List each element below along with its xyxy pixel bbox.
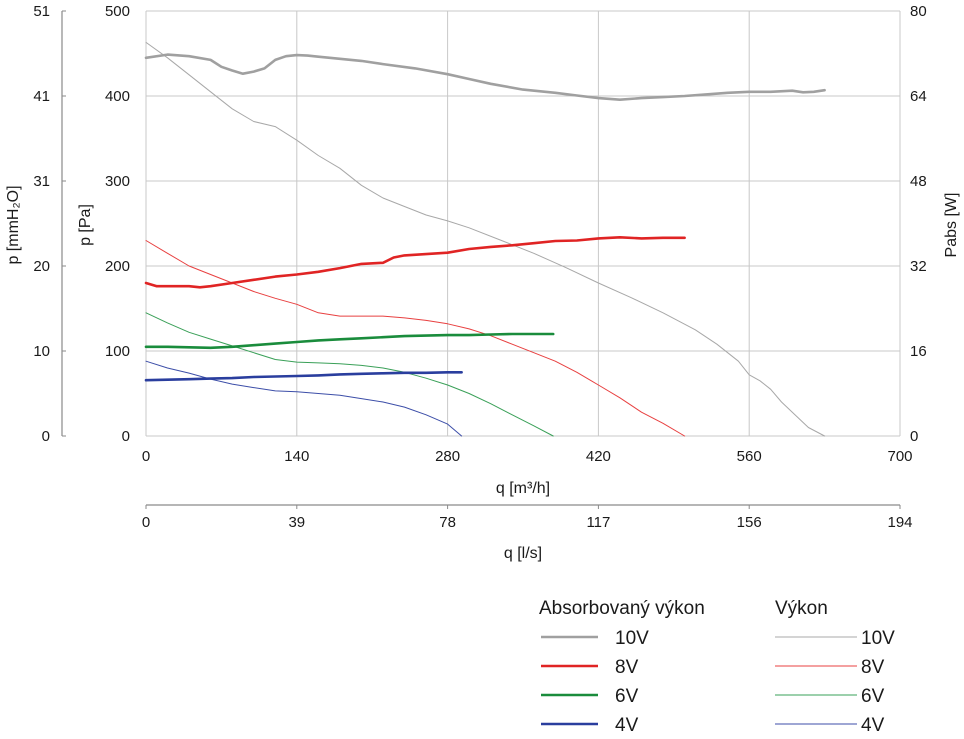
- x-tick-label-ls: 78: [439, 514, 456, 531]
- series-line-pressure-8v: [145, 240, 686, 437]
- x-tick-label-ls: 117: [586, 514, 610, 531]
- y-tick-label-mmh2o: 0: [42, 428, 50, 445]
- legend: Absorbovaný výkon Výkon 10V 8V 6V 4V 10V 8V 6V…: [539, 598, 895, 736]
- y-tick-label-w: 48: [910, 173, 927, 190]
- series-layer: [144, 41, 826, 437]
- x-tick-label-m3h: 560: [737, 448, 762, 465]
- series-line-absorbed-10v: [144, 53, 826, 101]
- series-line-absorbed-8v: [144, 236, 686, 289]
- series-line-pressure-6v: [145, 312, 554, 437]
- y-tick-label-mmh2o: 41: [33, 88, 50, 105]
- series-line-absorbed-6v: [144, 332, 555, 350]
- y-tick-label-w: 64: [910, 88, 927, 105]
- x-tick-label-m3h: 140: [284, 448, 309, 465]
- y-axis-label-w: Pabs [W]: [943, 193, 960, 258]
- legend-title-absorbed: Absorbovaný výkon: [539, 598, 705, 619]
- y-tick-label-mmh2o: 10: [33, 343, 50, 360]
- y-axis-label-mmh2o: p [mmH₂O]: [5, 185, 22, 264]
- x-tick-label-m3h: 420: [586, 448, 611, 465]
- y-tick-label-w: 32: [910, 258, 927, 275]
- x-axis-label-ls: q [l/s]: [504, 545, 542, 562]
- tick-labels: 0 100 200 300 400 500 0 10 20 31 41 51 0 16 32 48 64 80 0 1…: [33, 3, 926, 531]
- x-tick-label-ls: 194: [887, 514, 912, 531]
- legend-label-power: 6V: [861, 686, 885, 707]
- y-axis-label-pa: p [Pa]: [77, 204, 94, 246]
- y-tick-label-w: 0: [910, 428, 918, 445]
- grid-lines: [145, 10, 901, 437]
- y-tick-label-pa: 0: [122, 428, 130, 445]
- legend-label-power: 10V: [861, 628, 895, 649]
- series-line-absorbed-4v: [144, 371, 463, 382]
- y-tick-label-pa: 400: [105, 88, 130, 105]
- y-tick-label-w: 80: [910, 3, 927, 20]
- legend-label-absorbed: 10V: [615, 628, 649, 649]
- y-tick-label-mmh2o: 20: [33, 258, 50, 275]
- legend-label-absorbed: 6V: [615, 686, 639, 707]
- x-tick-label-ls: 0: [142, 514, 150, 531]
- legend-label-absorbed: 8V: [615, 657, 639, 678]
- chart-axes: [61, 10, 901, 509]
- legend-label-power: 8V: [861, 657, 885, 678]
- y-tick-label-mmh2o: 31: [33, 173, 50, 190]
- x-tick-label-ls: 156: [737, 514, 762, 531]
- legend-label-absorbed: 4V: [615, 715, 639, 736]
- y-tick-label-pa: 200: [105, 258, 130, 275]
- y-tick-label-pa: 500: [105, 3, 130, 20]
- series-line-pressure-4v: [145, 360, 463, 437]
- x-axis-label-m3h: q [m³/h]: [496, 480, 550, 497]
- x-tick-label-m3h: 0: [142, 448, 150, 465]
- legend-title-power: Výkon: [775, 598, 828, 619]
- x-tick-label-m3h: 280: [435, 448, 460, 465]
- y-tick-label-pa: 300: [105, 173, 130, 190]
- x-tick-label-ls: 39: [288, 514, 305, 531]
- series-line-pressure-10v: [145, 41, 826, 437]
- y-tick-label-mmh2o: 51: [33, 3, 50, 20]
- x-tick-label-m3h: 700: [887, 448, 912, 465]
- y-tick-label-w: 16: [910, 343, 927, 360]
- y-tick-label-pa: 100: [105, 343, 130, 360]
- legend-label-power: 4V: [861, 715, 885, 736]
